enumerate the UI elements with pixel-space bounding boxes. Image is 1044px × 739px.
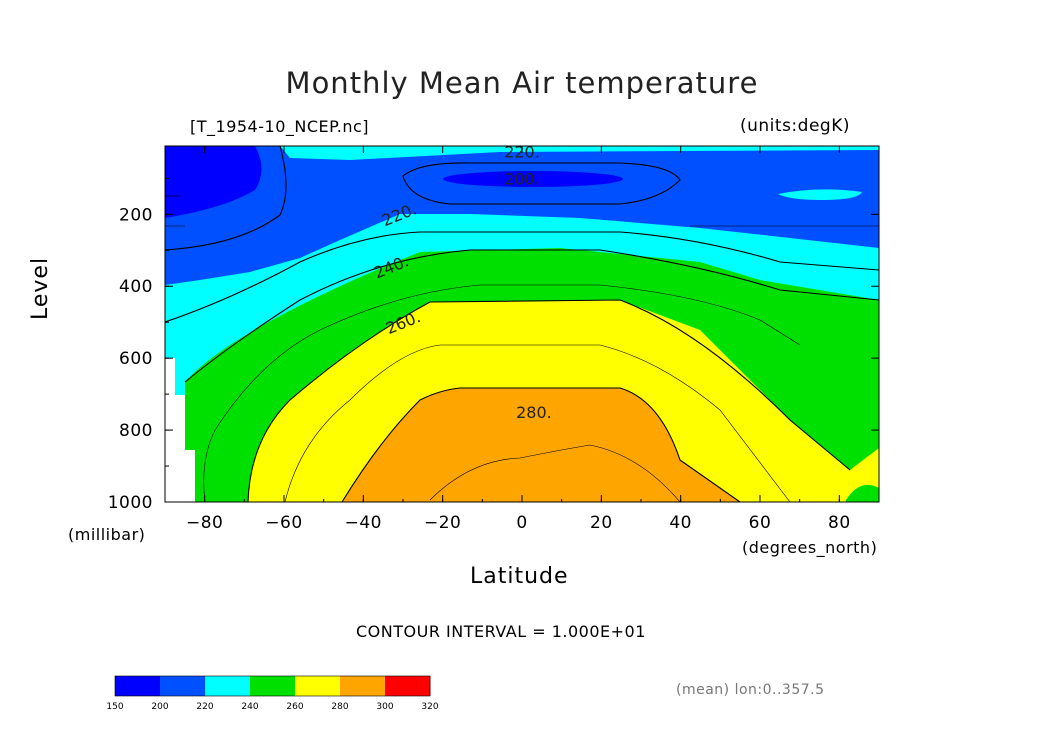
x-tick-label: −40 [345,513,382,533]
x-tick-label: −20 [424,513,461,533]
contour-interval-note: CONTOUR INTERVAL = 1.000E+01 [356,622,646,641]
contour-lines [165,146,879,502]
y-tick-label: 400 [119,277,153,297]
contour-line-thin-3 [429,444,681,502]
contour-line-4 [341,387,741,502]
colorbar-swatch [340,676,386,696]
colorbar: 150 200 220 240 260 280 300 320 [106,675,439,712]
colorbar-label: 280 [331,702,348,712]
colorbar-label: 150 [106,702,123,712]
missing-data [165,358,195,502]
contour-line-thin-1 [203,284,801,502]
contour-line-2 [184,249,879,383]
colorbar-swatch [160,676,206,696]
colorbar-swatch [250,676,296,696]
colorbar-swatch [205,676,251,696]
colorbar-swatch [115,676,161,696]
colorbar-label: 240 [241,702,258,712]
x-tick-label: 40 [669,513,692,533]
colorbar-frame [114,675,431,697]
colorbar-label: 300 [376,702,393,712]
colorbar-swatch [385,676,431,696]
band-220-240-top [280,146,879,160]
colorbar-label: 260 [286,702,303,712]
y-tick-label: 1000 [108,493,153,513]
contour-label: 280. [516,403,552,422]
x-tick-label: −60 [265,513,302,533]
x-tick-label: 0 [516,513,527,533]
band-below-200-left [165,146,262,218]
band-200-220 [165,146,879,285]
chart-title: Monthly Mean Air temperature [285,66,759,100]
contour-line-3 [247,299,851,502]
y-axis-unit: (millibar) [68,525,146,544]
y-tick-label: 600 [119,349,153,369]
x-axis-label: Latitude [470,564,569,589]
y-tick-label: 200 [119,205,153,225]
x-tick-label: −80 [186,513,223,533]
contour-line-1 [165,231,879,323]
band-below-200-center [443,171,623,187]
units-label: (units:degK) [740,116,850,136]
band-220-240-island [778,189,862,200]
contour-line-5 [402,162,681,205]
contour-line-thin-2 [284,344,791,502]
x-tick-label: 80 [828,513,851,533]
contour-label: 200. [504,169,540,188]
colorbar-label: 200 [151,702,168,712]
dataset-label: [T_1954-10_NCEP.nc] [190,117,370,136]
temperature-bands [165,146,879,502]
colorbar-swatch [295,676,341,696]
contour-line-0 [165,146,287,251]
y-tick-label: 800 [119,421,153,441]
x-axis-unit: (degrees_north) [742,538,878,557]
mean-note: (mean) lon:0..357.5 [676,682,825,698]
band-280-300 [342,388,740,502]
colorbar-label: 220 [196,702,213,712]
x-tick-label: 20 [590,513,613,533]
colorbar-label: 320 [421,702,438,712]
x-tick-label: 60 [749,513,772,533]
plot-axes: −80 −60 −40 −20 0 20 40 60 80 200 400 600 800 1000 [108,145,880,533]
